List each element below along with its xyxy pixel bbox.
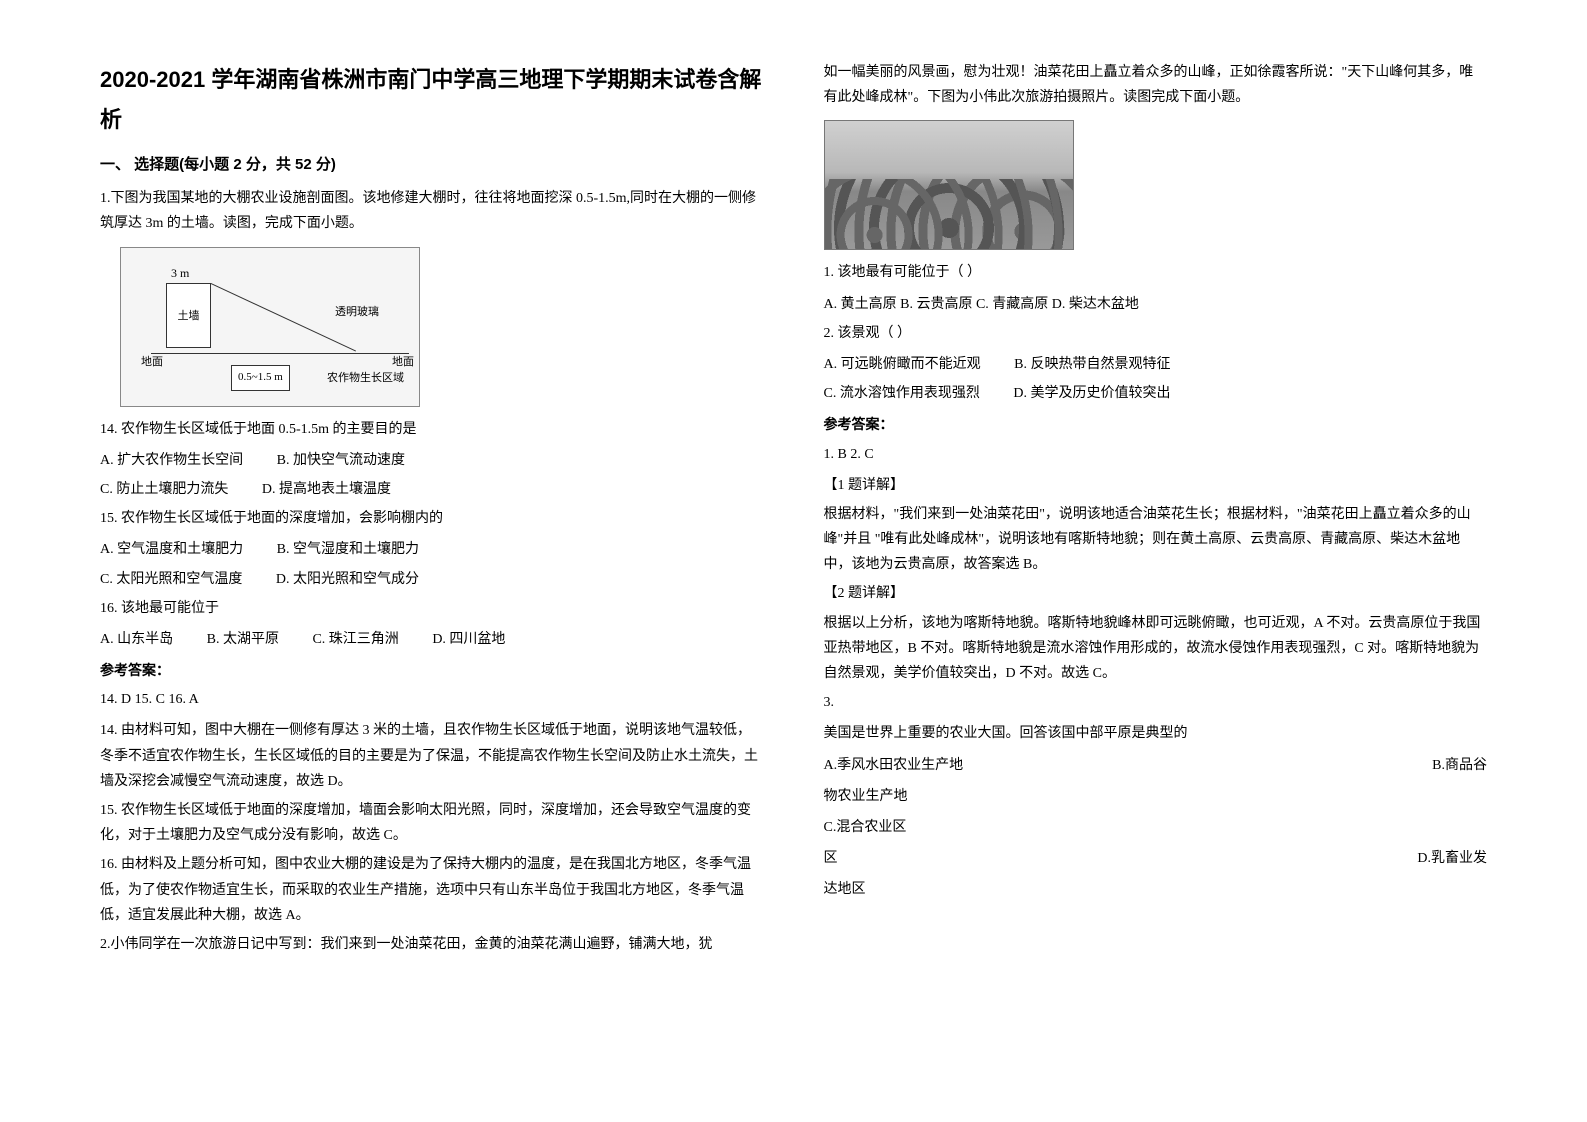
q1-15-b: B. 空气湿度和土壤肥力 bbox=[277, 537, 419, 562]
depth-label: 0.5~1.5 m bbox=[231, 365, 290, 391]
q1-16-d: D. 四川盆地 bbox=[432, 627, 505, 652]
karst-landscape-photo bbox=[824, 120, 1074, 250]
q2-detail1: 根据材料，"我们来到一处油菜花田"，说明该地适合油菜花生长；根据材料，"油菜花田… bbox=[824, 502, 1488, 578]
q1-16-b: B. 太湖平原 bbox=[207, 627, 279, 652]
q1-14-stem: 14. 农作物生长区域低于地面 0.5-1.5m 的主要目的是 bbox=[100, 417, 764, 442]
q3-d-part2: D.乳畜业发 bbox=[1417, 846, 1487, 871]
q3-stem: 美国是世界上重要的农业大国。回答该国中部平原是典型的 bbox=[824, 721, 1488, 746]
q1-16-options: A. 山东半岛 B. 太湖平原 C. 珠江三角洲 D. 四川盆地 bbox=[100, 627, 764, 652]
q1-14-c: C. 防止土壤肥力流失 bbox=[100, 477, 228, 502]
q3-b-part2: 物农业生产地 bbox=[824, 784, 1488, 809]
q1-explain-16: 16. 由材料及上题分析可知，图中农业大棚的建设是为了保持大棚内的温度，是在我国… bbox=[100, 852, 764, 928]
q1-15-c: C. 太阳光照和空气温度 bbox=[100, 567, 242, 592]
q2-2-d: D. 美学及历史价值较突出 bbox=[1013, 381, 1170, 406]
q2-2-options-ab: A. 可远眺俯瞰而不能近观 B. 反映热带自然景观特征 bbox=[824, 352, 1488, 377]
q2-2-c: C. 流水溶蚀作用表现强烈 bbox=[824, 381, 980, 406]
q1-explain-14: 14. 由材料可知，图中大棚在一侧修有厚达 3 米的土墙，且农作物生长区域低于地… bbox=[100, 718, 764, 794]
q1-14-a: A. 扩大农作物生长空间 bbox=[100, 448, 243, 473]
greenhouse-diagram: 3 m 土墙 透明玻璃 地面 地面 0.5~1.5 m 农作物生长区域 bbox=[120, 247, 420, 407]
q1-15-options-ab: A. 空气温度和土壤肥力 B. 空气湿度和土壤肥力 bbox=[100, 537, 764, 562]
left-column: 2020-2021 学年湖南省株洲市南门中学高三地理下学期期末试卷含解析 一、 … bbox=[100, 60, 764, 963]
wall-box: 土墙 bbox=[166, 283, 211, 348]
q3-d-part3: 达地区 bbox=[824, 877, 1488, 902]
q1-15-d: D. 太阳光照和空气成分 bbox=[276, 567, 419, 592]
q1-answers: 14. D 15. C 16. A bbox=[100, 687, 764, 712]
q2-detail1-header: 【1 题详解】 bbox=[824, 473, 1488, 498]
q2-1-options: A. 黄土高原 B. 云贵高原 C. 青藏高原 D. 柴达木盆地 bbox=[824, 292, 1488, 317]
q2-2-b: B. 反映热带自然景观特征 bbox=[1014, 352, 1170, 377]
q3-b-part1: B.商品谷 bbox=[1432, 753, 1487, 778]
q2-intro-part2: 如一幅美丽的风景画，慰为壮观！油菜花田上矗立着众多的山峰，正如徐霞客所说："天下… bbox=[824, 60, 1488, 110]
q3-d-part1: 区 bbox=[824, 846, 838, 871]
q1-answer-header: 参考答案： bbox=[100, 658, 764, 683]
q3-options-d: 区 D.乳畜业发 bbox=[824, 846, 1488, 871]
q2-answer-header: 参考答案： bbox=[824, 412, 1488, 437]
q1-15-stem: 15. 农作物生长区域低于地面的深度增加，会影响棚内的 bbox=[100, 506, 764, 531]
q2-detail2: 根据以上分析，该地为喀斯特地貌。喀斯特地貌峰林即可远眺俯瞰，也可近观，A 不对。… bbox=[824, 611, 1488, 687]
document-title: 2020-2021 学年湖南省株洲市南门中学高三地理下学期期末试卷含解析 bbox=[100, 60, 764, 139]
q1-15-options-cd: C. 太阳光照和空气温度 D. 太阳光照和空气成分 bbox=[100, 567, 764, 592]
right-column: 如一幅美丽的风景画，慰为壮观！油菜花田上矗立着众多的山峰，正如徐霞客所说："天下… bbox=[824, 60, 1488, 963]
q1-16-stem: 16. 该地最可能位于 bbox=[100, 596, 764, 621]
q1-intro: 1.下图为我国某地的大棚农业设施剖面图。该地修建大棚时，往往将地面挖深 0.5-… bbox=[100, 186, 764, 236]
q2-answers: 1. B 2. C bbox=[824, 442, 1488, 467]
q2-1-stem: 1. 该地最有可能位于（ ） bbox=[824, 260, 1488, 285]
ground-label-left: 地面 bbox=[141, 353, 163, 373]
glass-label: 透明玻璃 bbox=[335, 303, 379, 323]
q1-14-options-cd: C. 防止土壤肥力流失 D. 提高地表土壤温度 bbox=[100, 477, 764, 502]
q3-a: A.季风水田农业生产地 bbox=[824, 753, 964, 778]
q2-detail2-header: 【2 题详解】 bbox=[824, 581, 1488, 606]
q1-14-options-ab: A. 扩大农作物生长空间 B. 加快空气流动速度 bbox=[100, 448, 764, 473]
ground-line bbox=[151, 353, 409, 354]
q1-14-b: B. 加快空气流动速度 bbox=[277, 448, 405, 473]
q2-2-stem: 2. 该景观（ ） bbox=[824, 321, 1488, 346]
wall-height-label: 3 m bbox=[171, 263, 189, 285]
q1-14-d: D. 提高地表土壤温度 bbox=[262, 477, 391, 502]
page-container: 2020-2021 学年湖南省株洲市南门中学高三地理下学期期末试卷含解析 一、 … bbox=[100, 60, 1487, 963]
q1-16-a: A. 山东半岛 bbox=[100, 627, 173, 652]
q1-15-a: A. 空气温度和土壤肥力 bbox=[100, 537, 243, 562]
q2-intro-part1: 2.小伟同学在一次旅游日记中写到：我们来到一处油菜花田，金黄的油菜花满山遍野，铺… bbox=[100, 932, 764, 957]
grow-zone-label: 农作物生长区域 bbox=[327, 369, 404, 389]
q3-c: C.混合农业区 bbox=[824, 815, 1488, 840]
q2-2-options-cd: C. 流水溶蚀作用表现强烈 D. 美学及历史价值较突出 bbox=[824, 381, 1488, 406]
section-1-header: 一、 选择题(每小题 2 分，共 52 分) bbox=[100, 151, 764, 178]
q3-num: 3. bbox=[824, 690, 1488, 715]
q1-explain-15: 15. 农作物生长区域低于地面的深度增加，墙面会影响太阳光照，同时，深度增加，还… bbox=[100, 798, 764, 848]
q3-options-ab: A.季风水田农业生产地 B.商品谷 bbox=[824, 753, 1488, 778]
q2-2-a: A. 可远眺俯瞰而不能近观 bbox=[824, 352, 981, 377]
q1-16-c: C. 珠江三角洲 bbox=[312, 627, 398, 652]
